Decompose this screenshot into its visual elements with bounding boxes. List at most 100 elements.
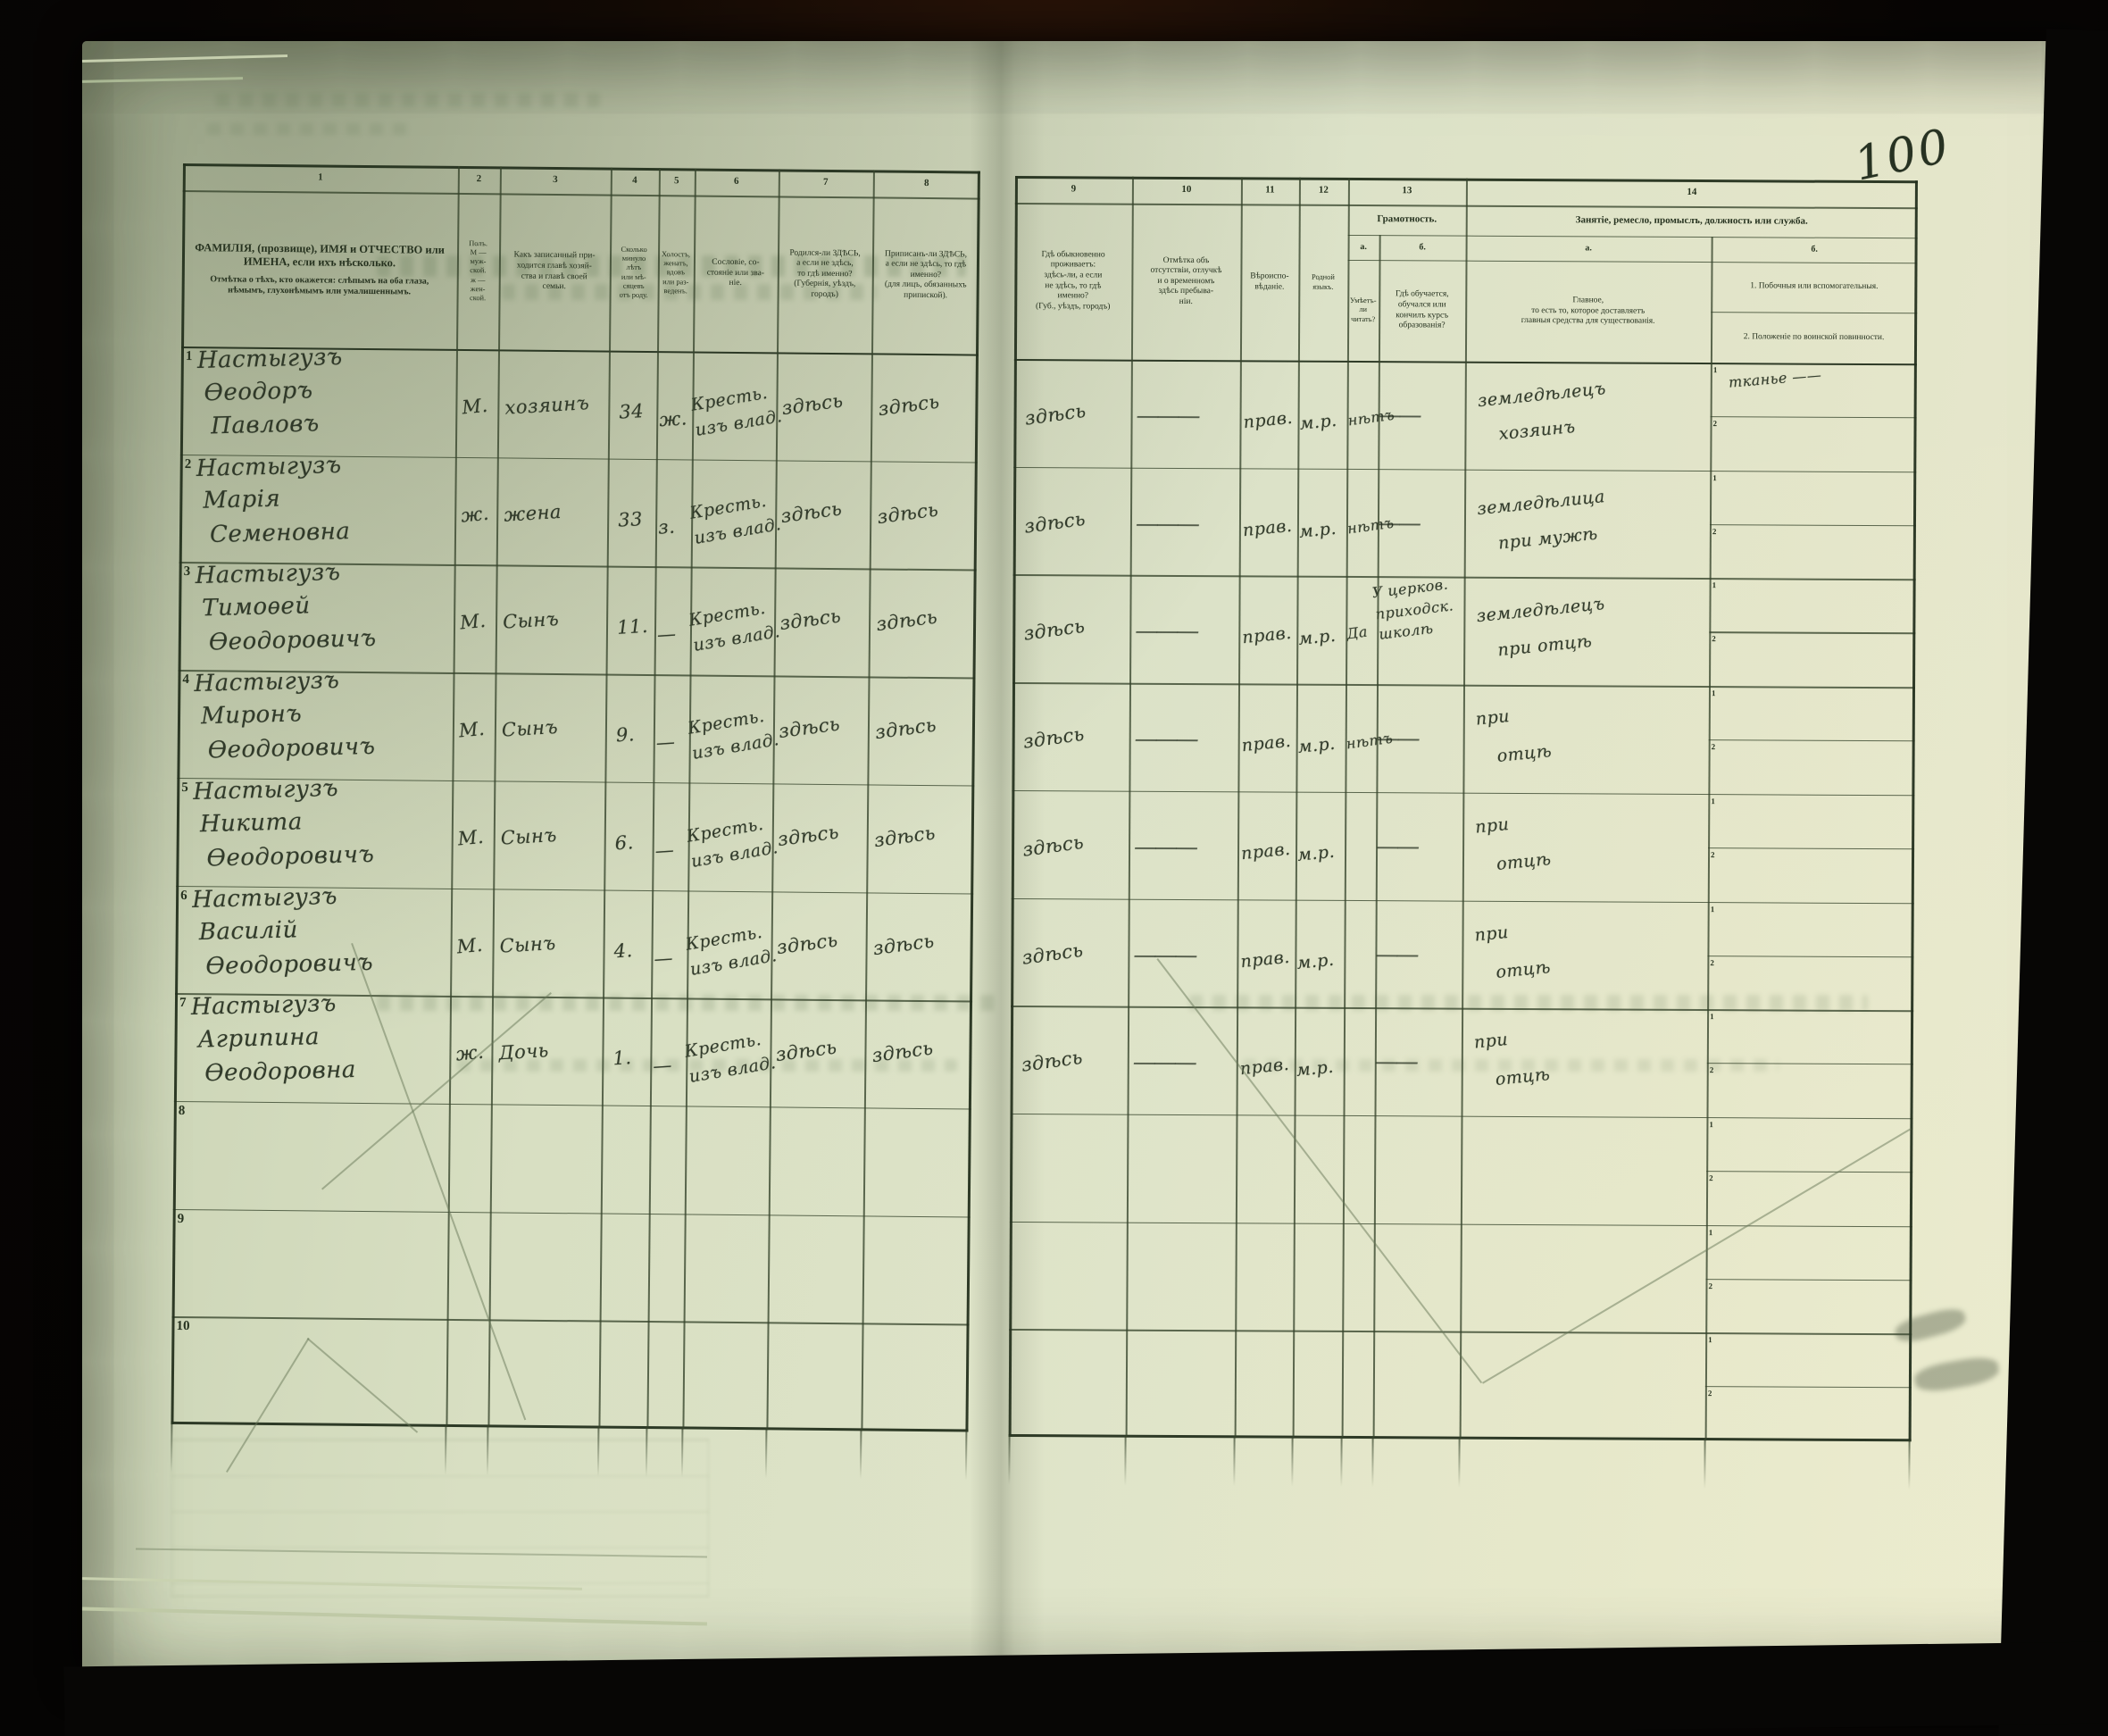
cell-r2-relation: жена <box>496 457 608 566</box>
cell-r3-age: 11. <box>606 566 655 674</box>
sub-row-number: 2 <box>1712 634 1716 644</box>
sub-header: Гдѣ обучается, обучался или кончилъ курс… <box>1379 260 1466 362</box>
cell-r10-marital <box>646 1321 683 1429</box>
bleedthrough-text <box>1243 1059 1779 1072</box>
column-number: 11 <box>1265 184 1275 196</box>
handwriting: —— <box>1375 832 1418 861</box>
cell-r1-faith: прав. <box>1239 360 1298 468</box>
cell-r8-faith <box>1236 1114 1295 1223</box>
cell-r10-born <box>766 1323 862 1431</box>
grid-line <box>1709 631 1916 634</box>
cell-r3-school: У церков. приходск. школѣ <box>1371 576 1464 685</box>
handwriting: здѣсь <box>877 390 941 421</box>
cell-r2-sex: ж. <box>454 457 497 565</box>
handwriting: — <box>655 730 677 754</box>
cell-r4-language: м.р. <box>1296 684 1346 792</box>
cell-r6-name: 6 Настыгузъ Василій Ѳеодоровичъ <box>175 882 451 996</box>
column-number: 4 <box>632 175 637 187</box>
sub-row-number: 2 <box>1709 1173 1713 1182</box>
column-title: Родной языкъ. <box>1311 272 1335 291</box>
column-subtitle: Отмѣтка о тѣхъ, кто окажется: слѣпымъ на… <box>210 274 429 297</box>
handwriting: М. <box>461 394 489 419</box>
handwriting: земледѣлица <box>1476 486 1606 519</box>
sub-row-number: 2 <box>1707 1389 1712 1398</box>
cell-r8-resides <box>1010 1114 1128 1222</box>
handwriting: м.р. <box>1296 949 1336 973</box>
photo-background-edge <box>63 1640 2108 1736</box>
cell-r7-marital: — <box>650 997 687 1106</box>
handwriting: М. <box>457 717 487 742</box>
bleedthrough-text <box>457 1059 957 1072</box>
cell-r9-school <box>1373 1223 1461 1331</box>
column-header-10: Отмѣтка объ отсутствіи, отлучкѣ и о врем… <box>1131 204 1241 361</box>
sub-title: Умѣетъ- ли читать? <box>1349 296 1377 323</box>
column-number: 7 <box>823 177 829 188</box>
sub-row-number: 1 <box>1709 1119 1713 1129</box>
column-header-11: Вѣроиспо- вѣданіе. <box>1240 204 1299 360</box>
sub-row-number: 1 <box>1708 1227 1713 1237</box>
handwriting: — <box>654 839 675 862</box>
column-header-6: Сословіе, со- стояніе или зва- ніе. <box>693 195 779 352</box>
cell-r6-registered: здѣсь <box>865 892 973 1001</box>
column-line-stub <box>1908 1440 1911 1490</box>
cell-r4-estate: Кресть. изъ влад. <box>687 675 780 784</box>
column-title: Приписанъ-ли ЗДѢСЬ, а если не здѣсь, то … <box>884 249 968 301</box>
sub-header: Умѣетъ- ли читать? <box>1347 260 1379 361</box>
handwriting: м.р. <box>1296 733 1337 757</box>
handwriting: здѣсь <box>777 713 842 743</box>
sub-row-number: 1 <box>1711 796 1715 805</box>
sub-row-number: 1 <box>1712 472 1717 482</box>
handwriting: 34 <box>618 400 645 423</box>
cell-r5-born: здѣсь <box>771 783 867 892</box>
sub-row-number: 1 <box>1711 689 1716 698</box>
handwriting: жена <box>503 500 562 526</box>
handwriting: прав. <box>1241 515 1294 540</box>
group-title: Грамотность. <box>1377 213 1437 225</box>
cell-r1-reads: нѣтъ <box>1346 361 1396 469</box>
sub-row-number: 2 <box>1709 1065 1714 1075</box>
sub-letter-label: б. <box>1811 244 1818 255</box>
column-number: 1 <box>318 171 323 183</box>
column-number-7: 7 <box>779 169 873 196</box>
cell-r8-age <box>601 1105 650 1213</box>
cell-r10-language <box>1293 1331 1343 1439</box>
handwriting: ——— <box>1136 402 1198 430</box>
cell-r9-name: 9 <box>172 1209 448 1320</box>
handwriting: Ѳеодоровна <box>204 1056 357 1088</box>
column-line-stub <box>1233 1436 1236 1487</box>
sub-row-number: 2 <box>1711 849 1715 859</box>
page-stack-edge <box>81 77 244 83</box>
sub-row-number: 1 <box>1708 1335 1712 1345</box>
cell-r3-resides: здѣсь <box>1012 574 1130 682</box>
cell-r9-faith <box>1235 1223 1294 1331</box>
cell-r10-sex <box>446 1319 488 1427</box>
column-header-5: Холостъ, женатъ, вдовъ или раз- веденъ. <box>657 195 695 351</box>
cell-r10-registered <box>861 1323 969 1432</box>
cell-r6-born: здѣсь <box>771 891 866 1000</box>
handwriting: 4. <box>612 939 634 962</box>
handwriting: м.р. <box>1297 626 1337 650</box>
column-line-stub <box>1291 1436 1294 1487</box>
column-header-8: Приписанъ-ли ЗДѢСЬ, а если не здѣсь, то … <box>871 196 980 354</box>
cell-r1-marital: ж. <box>656 351 693 459</box>
cell-r4-age: 9. <box>604 674 654 782</box>
cell-r8-absence <box>1127 1114 1237 1223</box>
sub-letter: б. <box>1712 237 1918 263</box>
cell-r5-occupation: при отцѣ <box>1462 792 1709 901</box>
column-number-10: 10 <box>1132 177 1241 204</box>
sub-letter: б. <box>1379 235 1466 261</box>
sub-title: Главное, то есть то, которое доставляетъ… <box>1521 296 1655 327</box>
column-title: Какъ записанный при- ходится главѣ хозяй… <box>513 250 596 292</box>
handwriting: м.р. <box>1297 518 1337 542</box>
cell-r3-absence: ——— <box>1129 575 1239 683</box>
bleedthrough-table <box>171 1439 709 1597</box>
cell-r10-relation <box>487 1320 599 1429</box>
column-number-2: 2 <box>458 166 500 193</box>
column-number-3: 3 <box>500 166 611 194</box>
handwriting: прав. <box>1240 839 1292 864</box>
row-number: 8 <box>178 1103 186 1118</box>
column-number: 2 <box>476 173 482 185</box>
handwriting: —— <box>1377 509 1420 538</box>
